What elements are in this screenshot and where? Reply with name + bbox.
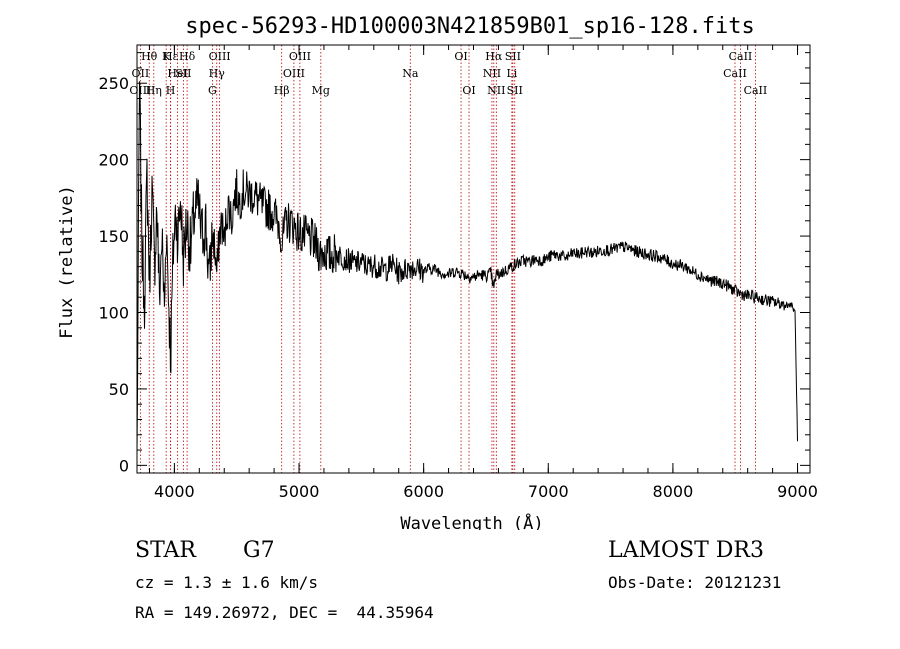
object-subclass: G7 (243, 538, 275, 563)
y-tick-label: 200 (98, 151, 129, 170)
y-tick-label: 0 (119, 456, 129, 475)
redshift-line: cz = 1.3 ± 1.6 km/s (135, 573, 319, 592)
spectrum-chart: spec-56293-HD100003N421859B01_sp16-128.f… (57, 14, 818, 530)
survey-name: LAMOST DR3 (608, 538, 764, 563)
spectrum-line (136, 81, 798, 452)
line-label: SII (175, 67, 191, 80)
x-tick-label: 6000 (403, 482, 444, 501)
line-label: K (162, 50, 171, 63)
line-label: OII (132, 67, 150, 80)
y-axis-label: Flux (relative) (57, 185, 77, 339)
line-label: OIII (289, 50, 311, 63)
line-label: Hδ (179, 50, 196, 63)
coordinates-line: RA = 149.26972, DEC = 44.35964 (135, 603, 434, 622)
obs-date: Obs-Date: 20121231 (608, 573, 782, 592)
line-label: OIII (283, 67, 305, 80)
line-label: Na (402, 67, 419, 80)
line-label: Li (506, 67, 517, 80)
line-label: NII (487, 84, 505, 97)
line-label: SII (505, 50, 521, 63)
x-tick-label: 4000 (154, 482, 195, 501)
line-label: OIII (209, 50, 231, 63)
line-label: Hα (485, 50, 503, 63)
y-tick-label: 50 (109, 380, 129, 399)
line-label: Mg (312, 84, 330, 97)
y-axis-ticks: 0 50 100 150 200 250 (98, 52, 810, 475)
line-label: CaII (744, 84, 768, 97)
y-tick-label: 150 (98, 227, 129, 246)
line-label: Hγ (209, 67, 226, 80)
x-tick-label: 7000 (528, 482, 569, 501)
line-label: Hβ (274, 84, 290, 97)
x-tick-label: 5000 (279, 482, 320, 501)
line-label: SII (507, 84, 523, 97)
line-label: OI (454, 50, 467, 63)
line-markers (139, 45, 756, 473)
plot-frame (136, 44, 811, 474)
line-label: G (208, 84, 217, 97)
x-axis-ticks: 4000 5000 6000 7000 8000 9000 (148, 45, 818, 501)
x-tick-label: 9000 (777, 482, 818, 501)
line-label: HeI (167, 67, 187, 80)
line-label: Hη (146, 84, 162, 97)
x-axis-label: Wavelength (Å) (400, 512, 543, 530)
line-label: H (166, 84, 176, 97)
y-tick-label: 250 (98, 74, 129, 93)
line-label: Hθ (141, 50, 158, 63)
chart-title: spec-56293-HD100003N421859B01_sp16-128.f… (185, 14, 755, 39)
line-label: CaII (729, 50, 753, 63)
line-label: OI (462, 84, 475, 97)
x-tick-label: 8000 (653, 482, 694, 501)
y-tick-label: 100 (98, 304, 129, 323)
object-class: STAR (135, 538, 196, 563)
line-label: NII (483, 67, 501, 80)
line-label: CaII (723, 67, 747, 80)
